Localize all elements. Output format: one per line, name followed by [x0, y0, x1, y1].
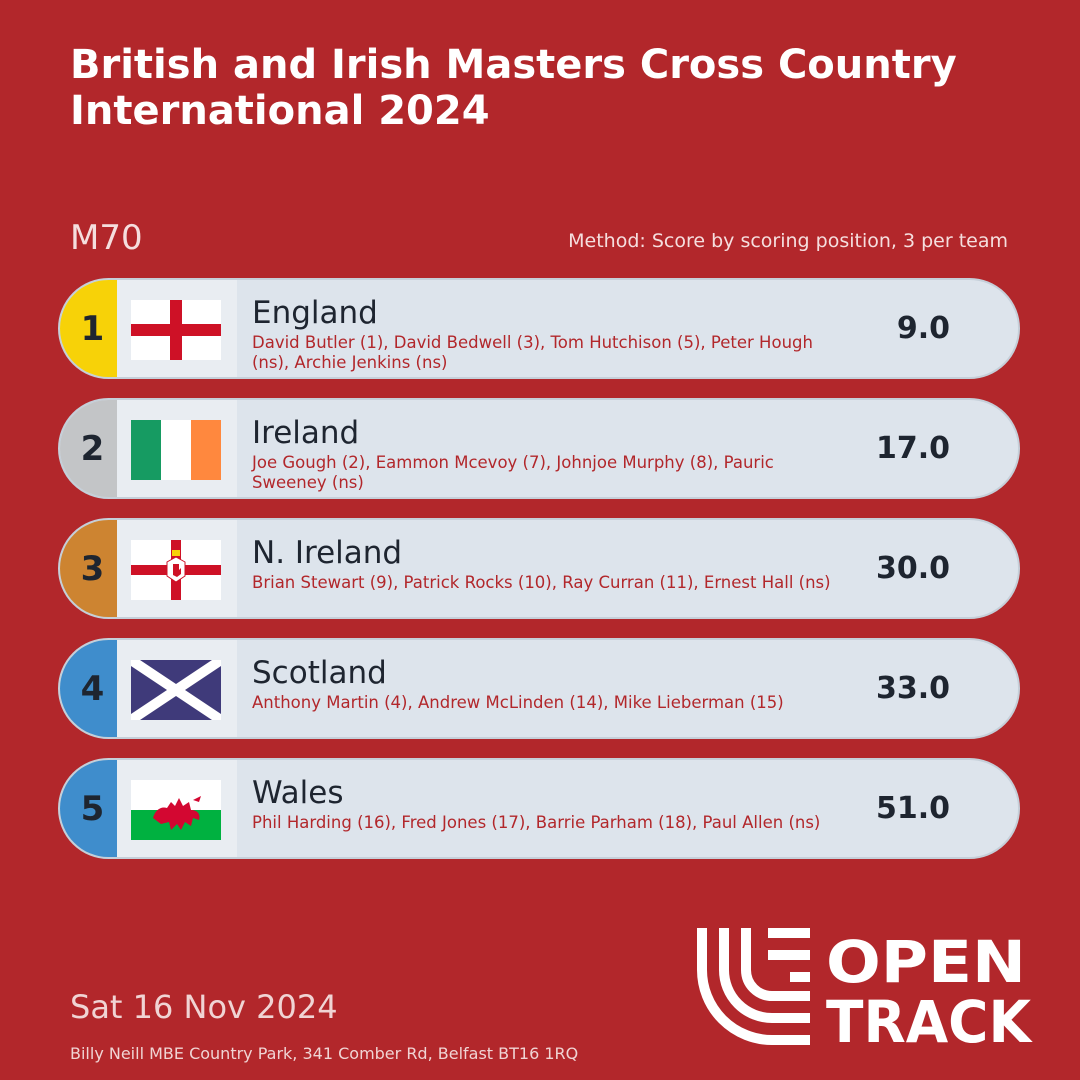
wales-flag-icon: [131, 780, 221, 840]
team-score: 9.0: [896, 311, 950, 346]
result-row-england: 1 England David Butler (1), David Bedwel…: [58, 278, 1020, 379]
team-score: 17.0: [875, 431, 950, 466]
team-score: 33.0: [875, 671, 950, 706]
england-flag-icon: [131, 300, 221, 360]
ireland-flag-icon: [131, 420, 221, 480]
scotland-flag-icon: [131, 660, 221, 720]
result-row-wales: 5 Wales Phil Harding (16), Fred Jones (1…: [58, 758, 1020, 859]
event-venue: Billy Neill MBE Country Park, 341 Comber…: [70, 1044, 579, 1063]
result-row-n-ireland: 3 N. Ireland Brian Stewart (9), Patrick …: [58, 518, 1020, 619]
opentrack-logo-icon: [697, 928, 810, 1045]
rank-badge: 3: [60, 520, 117, 617]
team-name: Scotland: [252, 655, 387, 691]
rank-badge: 2: [60, 400, 117, 497]
team-name: N. Ireland: [252, 535, 403, 571]
logo-text-open: OPEN: [826, 928, 1026, 996]
result-row-ireland: 2 Ireland Joe Gough (2), Eammon Mcevoy (…: [58, 398, 1020, 499]
event-date: Sat 16 Nov 2024: [70, 988, 338, 1026]
team-athletes: Brian Stewart (9), Patrick Rocks (10), R…: [252, 573, 831, 592]
team-athletes: Anthony Martin (4), Andrew McLinden (14)…: [252, 693, 784, 712]
rank-badge: 5: [60, 760, 117, 857]
team-athletes: Joe Gough (2), Eammon Mcevoy (7), Johnjo…: [252, 453, 774, 492]
team-score: 51.0: [875, 791, 950, 826]
team-name: Wales: [252, 775, 344, 811]
result-row-scotland: 4 Scotland Anthony Martin (4), Andrew Mc…: [58, 638, 1020, 739]
team-score: 30.0: [875, 551, 950, 586]
age-category: M70: [70, 218, 143, 258]
northern-ireland-flag-icon: [131, 540, 221, 600]
team-name: Ireland: [252, 415, 360, 451]
team-name: England: [252, 295, 378, 331]
team-athletes: Phil Harding (16), Fred Jones (17), Barr…: [252, 813, 821, 832]
opentrack-logo: OPEN TRACK: [697, 928, 1033, 1048]
team-athletes: David Butler (1), David Bedwell (3), Tom…: [252, 333, 813, 372]
logo-text-track: TRACK: [826, 988, 1033, 1048]
scoring-method: Method: Score by scoring position, 3 per…: [568, 230, 1008, 252]
page-title: British and Irish Masters Cross Country …: [70, 42, 957, 134]
rank-badge: 4: [60, 640, 117, 737]
rank-badge: 1: [60, 280, 117, 377]
